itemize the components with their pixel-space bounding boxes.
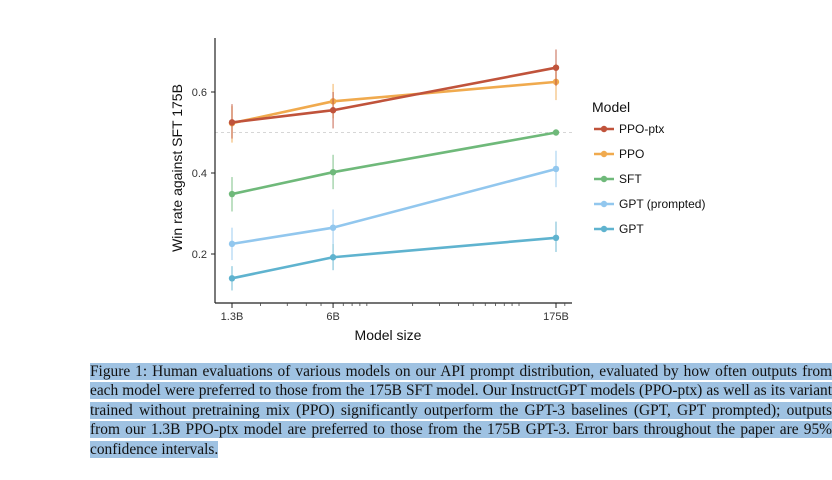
series-line (230, 167, 558, 246)
data-point (329, 254, 337, 261)
series-gpt (228, 221, 560, 291)
x-tick-label: 1.3B (221, 311, 244, 323)
legend-swatch-point (600, 225, 608, 233)
y-tick-label: 0.6 (192, 87, 207, 99)
data-point (552, 165, 560, 173)
legend-label: PPO (619, 147, 644, 161)
data-point (228, 275, 236, 282)
y-axis-title: Win rate against SFT 175B (169, 84, 185, 252)
data-point (552, 129, 560, 136)
y-tick-label: 0.2 (192, 249, 207, 261)
x-tick-label: 175B (543, 311, 569, 323)
series-sft (228, 129, 560, 212)
legend: PPO-ptx PPO SFT GPT (prompted) GPT (594, 122, 705, 236)
legend-item-ppo: PPO (594, 147, 644, 161)
caption-text: Figure 1: Human evaluations of various m… (90, 363, 832, 458)
legend-label: GPT (prompted) (619, 197, 705, 211)
legend-swatch-point (600, 200, 608, 208)
legend-item-ppo-ptx: PPO-ptx (594, 122, 664, 136)
legend-swatch-point (600, 175, 608, 183)
data-point (329, 224, 337, 231)
series-line (230, 236, 558, 280)
x-axis-title: Model size (355, 327, 422, 343)
data-point (329, 168, 337, 176)
legend-label: SFT (619, 172, 642, 186)
data-point (228, 240, 236, 248)
legend-title: Model (592, 99, 630, 115)
legend-swatch-point (600, 150, 608, 158)
data-point (228, 190, 236, 198)
data-point (552, 234, 560, 241)
x-tick-label: 6B (326, 311, 339, 323)
y-tick-label: 0.4 (192, 168, 207, 180)
legend-swatch-point (600, 125, 608, 133)
plot-area: 0.2 0.4 0.6 1.3B 6B 175B (192, 38, 572, 323)
legend-label: PPO-ptx (619, 122, 664, 136)
win-rate-chart: 0.2 0.4 0.6 1.3B 6B 175B Model size Win rate … (169, 38, 705, 343)
legend-item-gpt-prompted: GPT (prompted) (594, 197, 705, 211)
series-ppo-ptx (228, 49, 560, 139)
legend-label: GPT (619, 222, 644, 236)
figure-caption: Figure 1: Human evaluations of various m… (90, 362, 832, 459)
series-gpt-prompted (228, 150, 560, 261)
legend-item-sft: SFT (594, 172, 642, 186)
data-point (552, 64, 560, 71)
data-point (329, 107, 337, 114)
legend-item-gpt: GPT (594, 222, 644, 236)
data-point (228, 119, 236, 126)
series-line (230, 131, 558, 196)
